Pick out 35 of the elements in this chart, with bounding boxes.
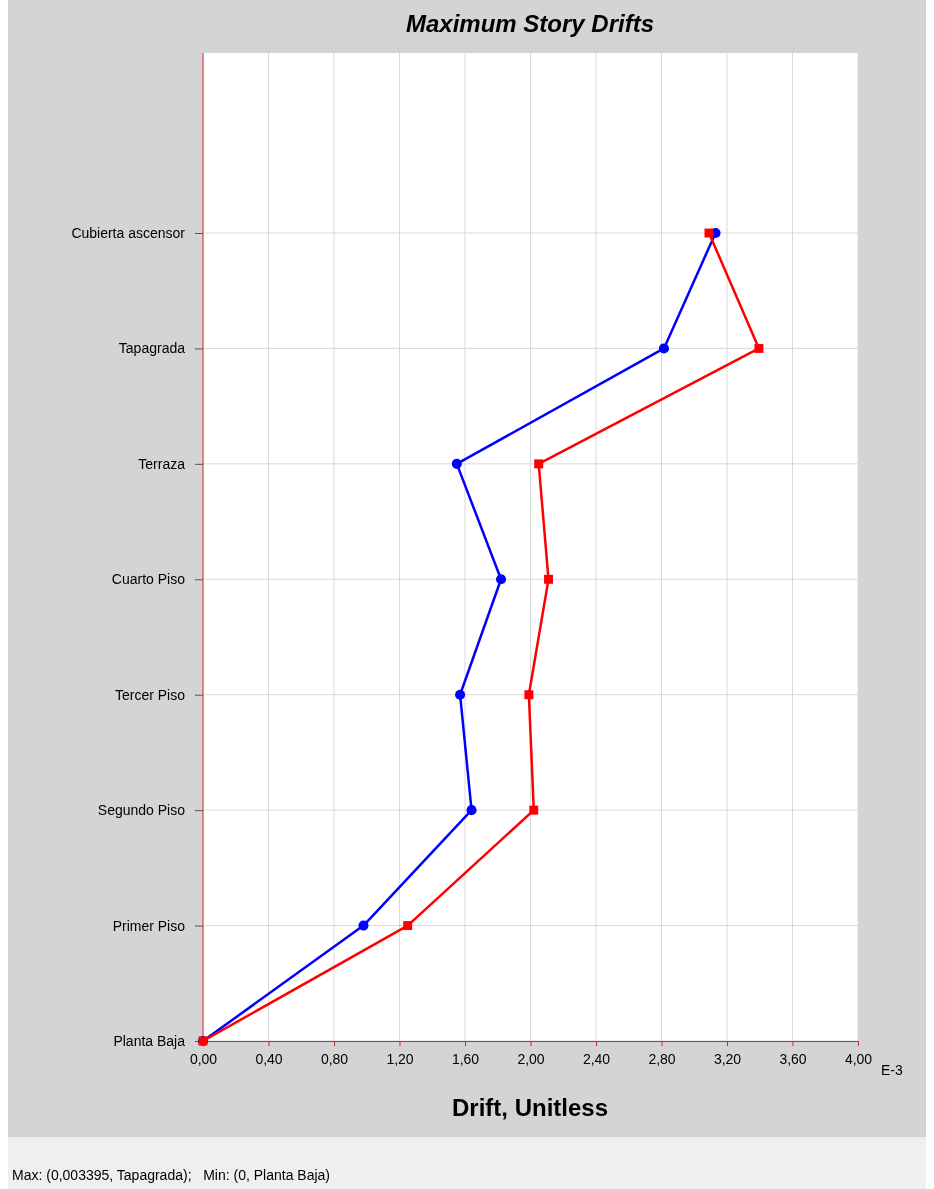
x-tick-label: 1,60: [451, 1051, 480, 1068]
point: [529, 805, 539, 815]
y-tick-label: Cubierta ascensor: [71, 224, 186, 241]
x-tick-label: 0,40: [255, 1051, 283, 1068]
y-tick-label: Segundo Piso: [97, 802, 186, 819]
point: [544, 574, 553, 584]
y-tick-label: Terraza: [138, 455, 186, 472]
x-tick-label: 0,00: [189, 1051, 218, 1068]
x-tick-label: 1,20: [386, 1051, 414, 1068]
y-tick-label: Tapagrada: [118, 340, 186, 357]
y-tick-label: Cuarto Piso: [111, 571, 186, 588]
y-tick-label: Planta Baja: [113, 1032, 186, 1049]
point: [403, 921, 413, 931]
point: [495, 574, 507, 585]
y-tick-label: Primer Piso: [112, 917, 186, 934]
x-tick-label: 2,00: [517, 1051, 545, 1068]
y-tick-label: Tercer Piso: [114, 686, 186, 703]
point: [358, 920, 369, 931]
point: [534, 459, 544, 469]
x-tick-label: 4,00: [844, 1051, 873, 1068]
text: Max: (0,003395, Tapagrada); Min: (0, Planta Baja): [12, 1167, 331, 1183]
point: [455, 689, 466, 700]
x-tick-label: 3,20: [713, 1051, 742, 1068]
point: [524, 690, 534, 700]
point: [658, 343, 669, 354]
point: [451, 458, 462, 469]
text: E-3: [881, 1062, 903, 1078]
x-axis-title: Drift, Unitless: [451, 1094, 609, 1121]
x-tick-label: 2,40: [582, 1051, 611, 1068]
point: [466, 805, 477, 816]
point: [754, 343, 764, 353]
x-tick-label: 3,60: [779, 1051, 807, 1068]
chart-title: Maximum Story Drifts: [405, 10, 655, 37]
x-tick-label: 0,80: [320, 1051, 349, 1068]
x-tick-label: 2,80: [648, 1051, 676, 1068]
